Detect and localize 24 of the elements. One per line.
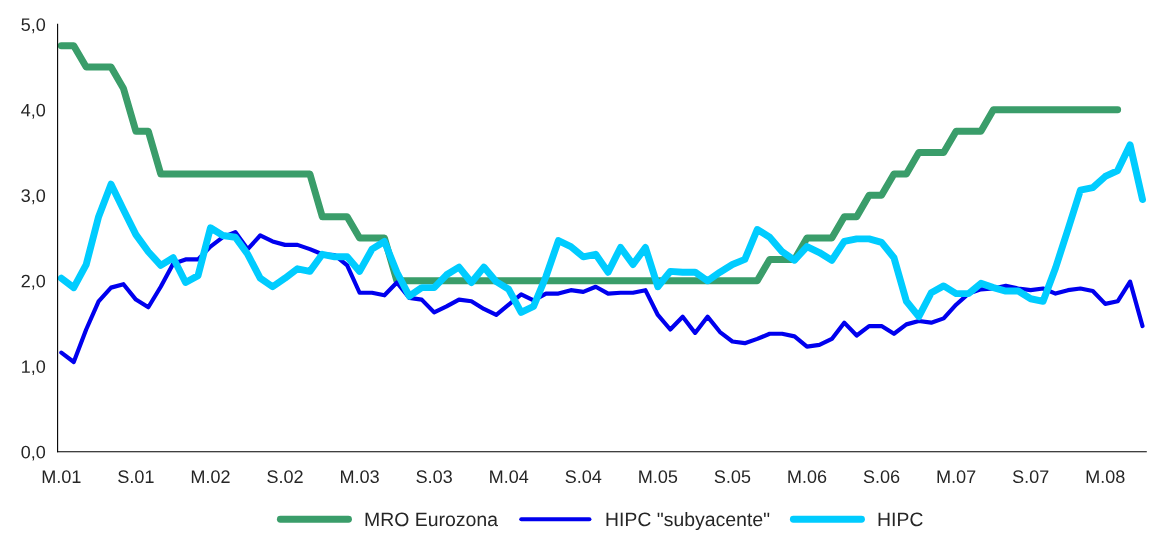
y-tick-label: 1,0 bbox=[22, 360, 46, 376]
x-tick-label: M.06 bbox=[788, 470, 827, 484]
x-tick-label: S.06 bbox=[863, 470, 900, 484]
x-tick-label: M.07 bbox=[937, 470, 976, 484]
x-tick-label: S.03 bbox=[416, 470, 452, 484]
x-tick-label: S.02 bbox=[267, 470, 303, 484]
x-tick-label: S.07 bbox=[1012, 470, 1049, 484]
x-tick-label: S.04 bbox=[565, 470, 602, 484]
x-tick-label: M.02 bbox=[191, 470, 230, 484]
y-tick-label: 3,0 bbox=[21, 189, 46, 205]
legend-label: MRO Eurozona bbox=[365, 512, 498, 527]
legend-label: HIPC bbox=[878, 512, 923, 527]
y-tick-label: 5,0 bbox=[21, 18, 46, 34]
x-tick-label: M.04 bbox=[490, 470, 529, 484]
x-tick-label: M.03 bbox=[341, 470, 379, 484]
x-tick-label: S.05 bbox=[714, 470, 751, 484]
x-tick-label: M.08 bbox=[1086, 470, 1125, 484]
x-tick-label: M.01 bbox=[42, 470, 81, 484]
y-tick-label: 2,0 bbox=[21, 274, 46, 290]
x-tick-label: M.05 bbox=[639, 470, 678, 484]
x-tick-label: S.01 bbox=[118, 470, 154, 484]
y-tick-label: 0,0 bbox=[21, 445, 46, 461]
legend-label: HIPC "subyacente" bbox=[606, 511, 770, 531]
y-tick-label: 4,0 bbox=[21, 103, 46, 119]
